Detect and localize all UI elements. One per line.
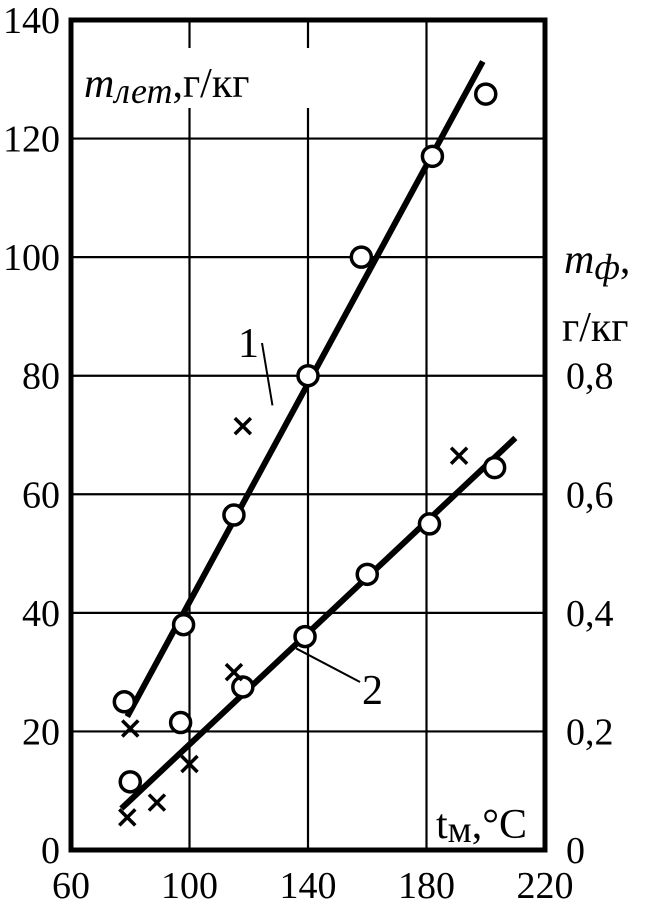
- y-right-tick-label: 0,4: [566, 593, 614, 635]
- series-1-leader: [261, 342, 274, 406]
- series-2-circle-point: [168, 710, 193, 735]
- svg-text:tм,°C: tм,°C: [436, 802, 527, 851]
- y-left-tick-label: 140: [3, 0, 60, 42]
- data-markers: [112, 82, 507, 827]
- series-1-circle-point: [222, 503, 246, 527]
- series-1-circle-point: [112, 690, 137, 714]
- x-axis-title: tм,°C: [432, 786, 542, 851]
- series-1-label: 1: [238, 321, 259, 367]
- x-tick-label: 60: [52, 865, 90, 907]
- series-1-cross-point: [233, 416, 253, 436]
- grid-lines: [71, 20, 545, 850]
- series-2-cross-point: [180, 754, 199, 774]
- svg-text:mф,: mф,: [564, 237, 630, 287]
- tick-labels: 60 100 140 180 22002040608010012014000,20,40…: [3, 0, 614, 907]
- y-right-tick-label: 0,2: [566, 711, 614, 753]
- series-2-circle-point: [118, 770, 142, 794]
- fit-lines: [119, 60, 518, 811]
- y-right-tick-label: 0,8: [566, 356, 614, 398]
- x-tick-label: 180: [398, 865, 455, 907]
- series-2-circle-point: [355, 562, 379, 587]
- y-right-axis-title: mф, г/кг: [562, 237, 630, 351]
- y-left-title-main: m: [84, 61, 114, 107]
- x-title-sub: м: [448, 809, 472, 851]
- series-2-cross-point: [224, 662, 244, 682]
- y-left-title-unit: ,г/кг: [172, 61, 249, 107]
- series-2-cross-point: [118, 808, 137, 827]
- x-title-main: t: [436, 802, 448, 848]
- series-2-fit-line: [119, 435, 518, 811]
- y-left-title-sub: лет: [112, 71, 172, 111]
- series-2-circle-point: [417, 512, 442, 536]
- series-2-circle-point: [293, 624, 317, 649]
- x-title-unit: ,°C: [472, 802, 527, 848]
- series-1-circle-point: [349, 245, 374, 269]
- y-left-tick-label: 40: [22, 593, 60, 635]
- plot-frame: [68, 17, 548, 853]
- svg-text:mлет,г/кг: mлет,г/кг: [84, 61, 249, 111]
- y-right-tick-label: 0,6: [566, 474, 614, 516]
- series-2-cross-point: [449, 446, 469, 465]
- y-right-title-main: m: [564, 237, 594, 283]
- series-2-label: 2: [362, 668, 383, 714]
- x-tick-label: 100: [161, 865, 218, 907]
- y-right-tick-label: 0: [566, 830, 585, 872]
- series-1-cross-point: [121, 719, 140, 738]
- y-left-tick-label: 20: [22, 711, 60, 753]
- series-1-circle-point: [171, 612, 196, 637]
- y-left-tick-label: 100: [3, 237, 60, 279]
- y-left-tick-label: 120: [3, 119, 60, 161]
- annotation-leaders: [261, 342, 361, 683]
- series-2-cross-point: [147, 793, 167, 812]
- y-right-title-sub: ф: [594, 247, 620, 287]
- y-left-title-bg: [78, 48, 310, 108]
- y-left-tick-label: 0: [41, 830, 60, 872]
- series-2-circle-point: [482, 455, 507, 480]
- y-left-axis-title: mлет,г/кг: [78, 48, 310, 111]
- x-tick-label: 140: [280, 865, 337, 907]
- x-tick-label: 220: [517, 865, 574, 907]
- series-2-leader: [295, 647, 361, 683]
- y-right-title-unit1: ,: [620, 237, 631, 283]
- series-1-fit-line: [124, 60, 486, 719]
- x-title-bg: [432, 786, 542, 846]
- series-1-circle-point: [296, 363, 320, 388]
- y-left-tick-label: 60: [22, 474, 60, 516]
- series-2-circle-point: [231, 675, 255, 699]
- y-right-title-unit2: г/кг: [562, 305, 629, 351]
- series-1-circle-point: [420, 144, 445, 169]
- series-1-circle-point: [474, 82, 498, 106]
- y-left-tick-label: 80: [22, 356, 60, 398]
